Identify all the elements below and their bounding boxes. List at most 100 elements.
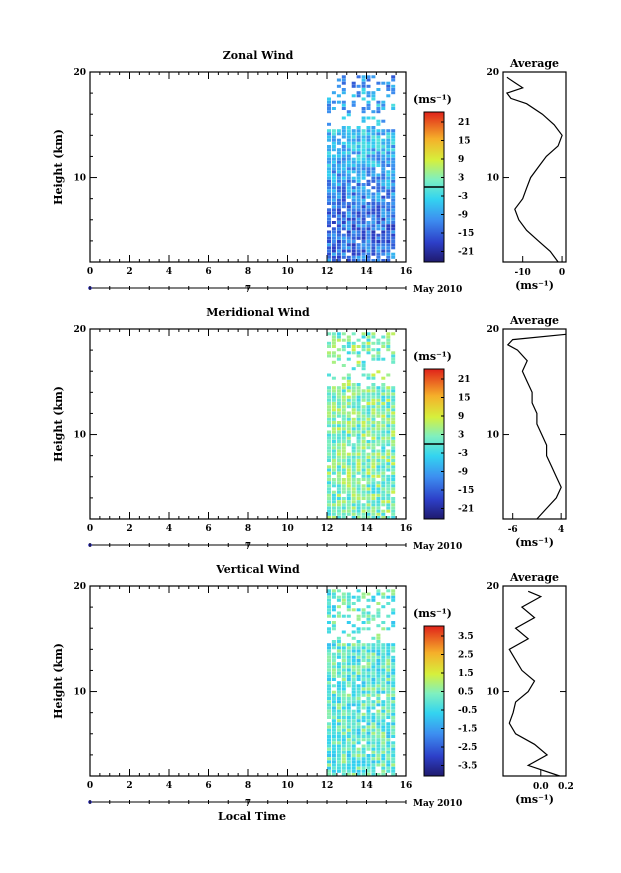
- heatmap-cell: [361, 668, 366, 672]
- heatmap-cell: [371, 427, 376, 431]
- heatmap-cell: [341, 148, 346, 152]
- heatmap-cell: [327, 214, 331, 218]
- heatmap-cell: [346, 227, 351, 231]
- heatmap-cell: [371, 665, 376, 669]
- heatmap-cell: [336, 230, 341, 234]
- heatmap-cell: [391, 398, 396, 402]
- heatmap-cell: [336, 164, 341, 167]
- heatmap-cell: [386, 414, 391, 418]
- heatmap-cell: [361, 659, 366, 662]
- heatmap-cell: [327, 725, 331, 729]
- heatmap-cell: [351, 148, 356, 152]
- heatmap-cell: [331, 167, 336, 171]
- heatmap-cell: [376, 506, 381, 510]
- heatmap-cell: [386, 214, 391, 218]
- heatmap-cell: [346, 652, 351, 656]
- heatmap-cell: [391, 240, 396, 243]
- heatmap-cell: [391, 176, 396, 180]
- heatmap-cell: [356, 433, 361, 437]
- heatmap-cell: [346, 379, 351, 383]
- heatmap-cell: [361, 88, 366, 91]
- average-y-tick-label: 20: [486, 325, 499, 335]
- heatmap-cell: [346, 440, 351, 443]
- heatmap-cell: [366, 433, 371, 437]
- heatmap-cell: [371, 750, 376, 754]
- heatmap-cell: [351, 129, 356, 133]
- heatmap-cell: [391, 103, 396, 107]
- heatmap-cell: [391, 440, 396, 443]
- heatmap-cell: [341, 145, 346, 148]
- heatmap-cell: [391, 405, 396, 409]
- heatmap-cell: [381, 684, 386, 688]
- heatmap-cell: [336, 408, 341, 412]
- heatmap-cell: [371, 160, 376, 164]
- heatmap-cell: [391, 78, 396, 82]
- heatmap-cell: [371, 725, 376, 729]
- heatmap-cell: [356, 750, 361, 754]
- colorbar-tick-label: -15: [458, 229, 474, 239]
- heatmap-cell: [341, 421, 346, 424]
- heatmap-cell: [341, 700, 346, 704]
- heatmap-cell: [366, 725, 371, 729]
- heatmap-cell: [371, 243, 376, 247]
- heatmap-cell: [331, 712, 336, 716]
- heatmap-cell: [361, 230, 366, 234]
- heatmap-cell: [361, 335, 366, 339]
- heatmap-cell: [381, 389, 386, 393]
- heatmap-cell: [391, 214, 396, 218]
- heatmap-cell: [351, 424, 356, 428]
- heatmap-cell: [381, 468, 386, 472]
- heatmap-cell: [371, 690, 376, 694]
- heatmap-cell: [346, 598, 351, 602]
- heatmap-cell: [336, 503, 341, 507]
- heatmap-cell: [331, 646, 336, 650]
- heatmap-cell: [331, 205, 336, 209]
- heatmap-cell: [341, 154, 346, 158]
- heatmap-cell: [327, 145, 331, 148]
- heatmap-cell: [341, 408, 346, 412]
- heatmap-cell: [346, 773, 351, 776]
- heatmap-cell: [386, 84, 391, 88]
- heatmap-cell: [381, 709, 386, 713]
- colorbar: [423, 625, 445, 777]
- heatmap-cell: [351, 348, 356, 352]
- heatmap-cell: [366, 411, 371, 415]
- heatmap-cell: [371, 671, 376, 675]
- heatmap-cell: [376, 227, 381, 231]
- heatmap-cell: [336, 722, 341, 726]
- heatmap-cell: [391, 195, 396, 199]
- heatmap-cell: [336, 173, 341, 177]
- colorbar-tick-label: 3: [458, 174, 464, 184]
- heatmap-cell: [341, 735, 346, 738]
- heatmap-cell: [361, 627, 366, 631]
- heatmap-cell: [371, 449, 376, 453]
- heatmap-cell: [386, 129, 391, 133]
- heatmap-cell: [376, 722, 381, 726]
- heatmap-cell: [361, 424, 366, 428]
- heatmap-cell: [331, 481, 336, 485]
- heatmap-cell: [391, 700, 396, 704]
- heatmap-cell: [361, 78, 366, 82]
- heatmap-cell: [381, 176, 386, 180]
- heatmap-cell: [371, 233, 376, 237]
- heatmap-cell: [386, 94, 391, 98]
- heatmap-cell: [351, 255, 356, 259]
- heatmap-cell: [341, 243, 346, 247]
- heatmap-cell: [327, 509, 331, 513]
- heatmap-cell: [371, 722, 376, 726]
- heatmap-cell: [331, 693, 336, 697]
- heatmap-cell: [366, 621, 371, 624]
- heatmap-cell: [346, 389, 351, 393]
- heatmap-cell: [346, 411, 351, 415]
- heatmap-cell: [361, 208, 366, 212]
- heatmap-cell: [351, 697, 356, 700]
- heatmap-cell: [331, 595, 336, 599]
- heatmap-cell: [351, 160, 356, 164]
- heatmap-cell: [341, 176, 346, 180]
- heatmap-cell: [381, 383, 386, 386]
- heatmap-cell: [371, 452, 376, 456]
- heatmap-cell: [356, 754, 361, 757]
- heatmap-cell: [386, 389, 391, 393]
- heatmap-cell: [336, 738, 341, 742]
- heatmap-cell: [381, 392, 386, 396]
